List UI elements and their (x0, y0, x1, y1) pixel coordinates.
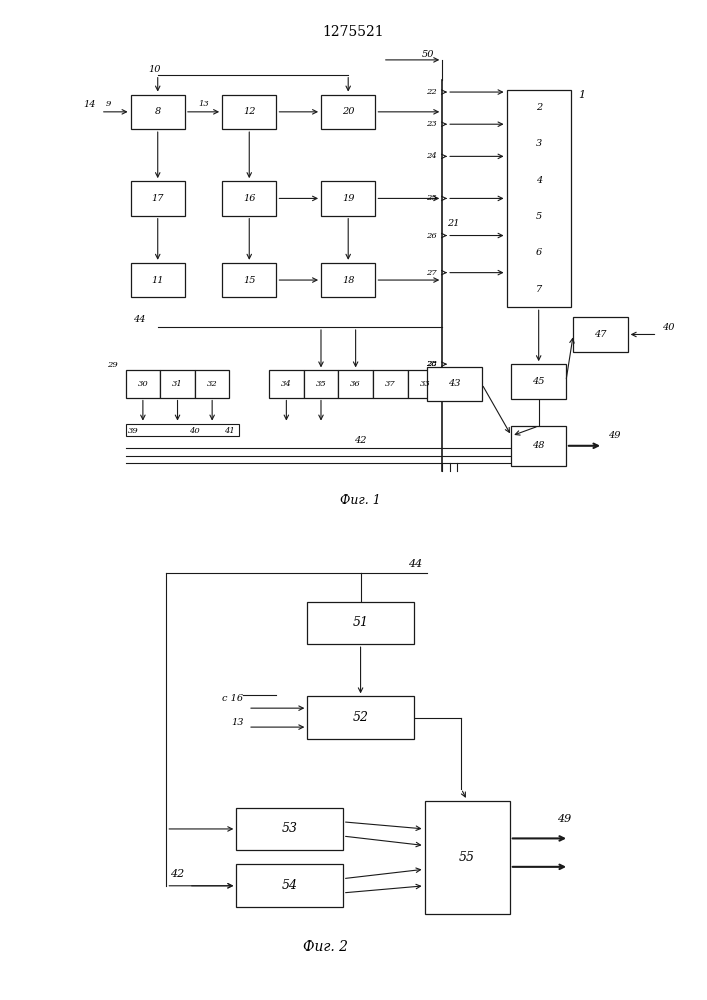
Text: 3: 3 (535, 139, 542, 148)
Text: 53: 53 (281, 822, 298, 835)
Bar (308, 696, 414, 739)
Text: 24: 24 (426, 152, 437, 160)
Text: 28: 28 (426, 360, 437, 368)
Text: 42: 42 (354, 436, 367, 445)
Text: 15: 15 (243, 276, 255, 285)
Text: 9: 9 (105, 100, 111, 108)
Text: 1: 1 (578, 90, 585, 100)
Text: 39: 39 (128, 427, 139, 435)
Text: 32: 32 (206, 380, 218, 388)
Text: 33: 33 (419, 380, 431, 388)
Text: 25: 25 (426, 194, 437, 202)
Bar (222, 95, 276, 129)
Bar (126, 424, 240, 436)
Text: 44: 44 (408, 559, 422, 569)
Text: 14: 14 (83, 100, 96, 109)
Text: 8: 8 (155, 107, 161, 116)
Text: 18: 18 (342, 276, 354, 285)
Text: 13: 13 (230, 718, 243, 727)
Text: 31: 31 (172, 380, 183, 388)
Bar (506, 90, 571, 307)
Bar (427, 367, 481, 401)
Bar (304, 370, 339, 398)
Text: Фиг. 2: Фиг. 2 (303, 940, 348, 954)
Text: 41: 41 (224, 427, 235, 435)
Text: 21: 21 (447, 219, 460, 228)
Bar (573, 317, 628, 352)
Text: 16: 16 (243, 194, 255, 203)
Text: 29: 29 (107, 361, 118, 369)
Bar (407, 370, 442, 398)
Bar (269, 370, 304, 398)
Text: 36: 36 (350, 380, 361, 388)
Text: 6: 6 (535, 248, 542, 257)
Text: 13: 13 (198, 100, 209, 108)
Bar (511, 426, 566, 466)
Text: 51: 51 (353, 616, 368, 629)
Bar (424, 801, 510, 914)
Text: 10: 10 (148, 65, 160, 74)
Bar (236, 864, 343, 907)
Bar (339, 370, 373, 398)
Text: 54: 54 (281, 879, 298, 892)
Text: 40: 40 (189, 427, 200, 435)
Bar (131, 95, 185, 129)
Bar (236, 808, 343, 850)
Text: с 16: с 16 (222, 694, 243, 703)
Text: 12: 12 (243, 107, 255, 116)
Text: 22: 22 (426, 88, 437, 96)
Bar (511, 364, 566, 399)
Bar (126, 370, 160, 398)
Bar (373, 370, 407, 398)
Text: 23: 23 (426, 120, 437, 128)
Text: 2: 2 (535, 103, 542, 112)
Text: 40: 40 (662, 323, 675, 332)
Bar (195, 370, 230, 398)
Text: 19: 19 (342, 194, 354, 203)
Text: 42: 42 (170, 869, 184, 879)
Text: 35: 35 (315, 380, 327, 388)
Text: 52: 52 (353, 711, 368, 724)
Text: 34: 34 (281, 380, 292, 388)
Text: 44: 44 (133, 315, 146, 324)
Bar (131, 181, 185, 216)
Bar (321, 181, 375, 216)
Text: 37: 37 (385, 380, 396, 388)
Text: 5: 5 (535, 212, 542, 221)
Text: 50: 50 (422, 50, 435, 59)
Text: 28: 28 (426, 360, 437, 368)
Text: 47: 47 (595, 330, 607, 339)
Bar (160, 370, 195, 398)
Bar (131, 263, 185, 297)
Text: 1275521: 1275521 (322, 25, 385, 39)
Text: 20: 20 (342, 107, 354, 116)
Bar (308, 602, 414, 644)
Bar (222, 263, 276, 297)
Text: 30: 30 (137, 380, 148, 388)
Text: 55: 55 (459, 851, 475, 864)
Text: 4: 4 (535, 176, 542, 185)
Bar (321, 95, 375, 129)
Text: 27: 27 (426, 269, 437, 277)
Text: 45: 45 (532, 377, 545, 386)
Text: 48: 48 (532, 441, 545, 450)
Bar (321, 263, 375, 297)
Text: 11: 11 (151, 276, 164, 285)
Text: 7: 7 (535, 285, 542, 294)
Text: Фиг. 1: Фиг. 1 (340, 494, 381, 507)
Text: 43: 43 (448, 379, 461, 388)
Bar (222, 181, 276, 216)
Text: 49: 49 (608, 431, 621, 440)
Text: 49: 49 (557, 814, 571, 824)
Text: 17: 17 (151, 194, 164, 203)
Text: 26: 26 (426, 232, 437, 240)
